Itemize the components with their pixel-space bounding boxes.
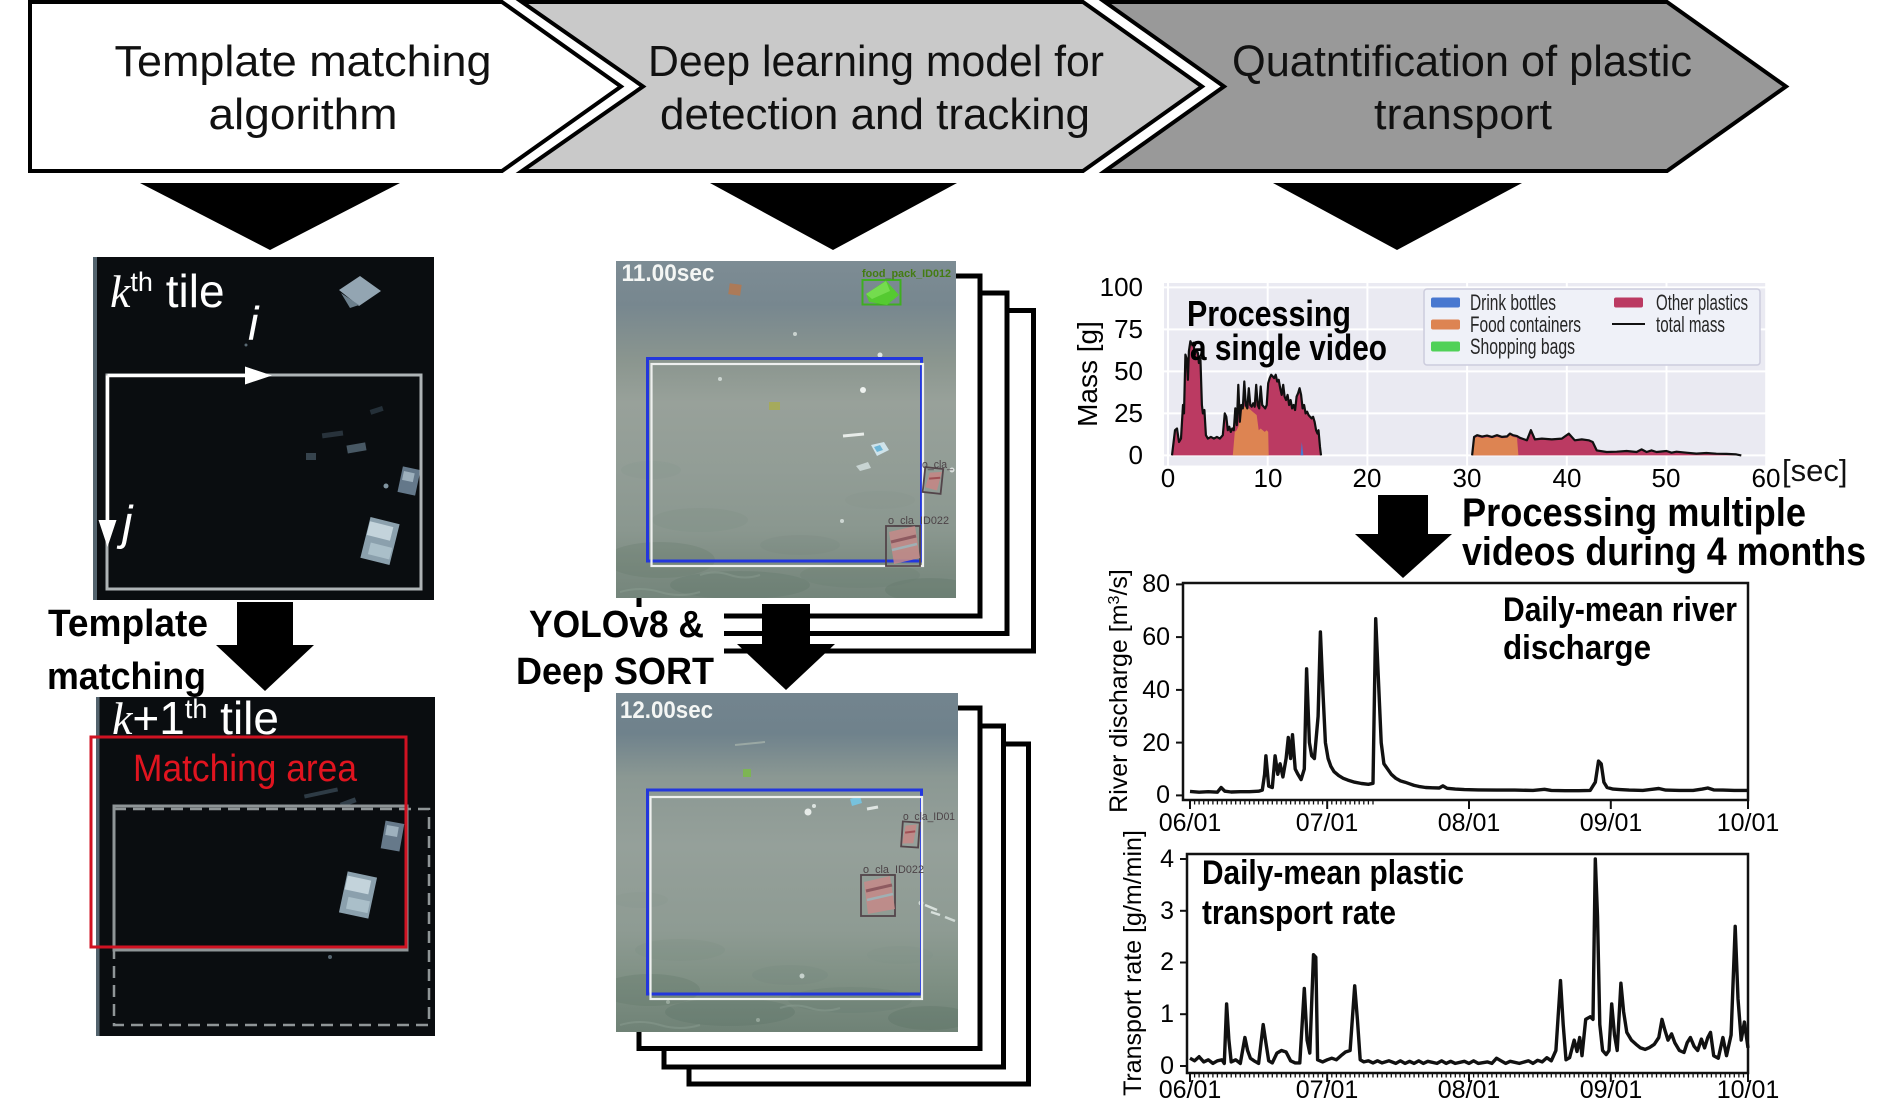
svg-text:10/01: 10/01: [1717, 1076, 1780, 1104]
svg-text:Other plastics: Other plastics: [1656, 290, 1748, 315]
svg-text:08/01: 08/01: [1438, 1076, 1501, 1104]
svg-text:total mass: total mass: [1656, 312, 1725, 337]
svg-text:food_pack_ID012: food_pack_ID012: [862, 268, 951, 280]
svg-text:Deep learning model for: Deep learning model for: [648, 37, 1104, 86]
svg-text:25: 25: [1114, 398, 1143, 428]
svg-text:0: 0: [1129, 440, 1143, 470]
svg-text:50: 50: [1114, 356, 1143, 386]
svg-text:40: 40: [1553, 463, 1582, 493]
svg-text:Template: Template: [48, 603, 208, 645]
svg-text:3: 3: [1160, 897, 1174, 925]
svg-text:Processing multiple: Processing multiple: [1462, 491, 1806, 535]
svg-text:Deep SORT: Deep SORT: [516, 651, 714, 693]
svg-text:o_cla_ID022: o_cla_ID022: [863, 864, 924, 876]
svg-text:40: 40: [1142, 676, 1170, 704]
svg-text:Daily-mean river: Daily-mean river: [1503, 591, 1737, 629]
svg-text:transport: transport: [1374, 90, 1552, 139]
svg-text:Shopping bags: Shopping bags: [1470, 334, 1575, 359]
svg-text:o_cla_ID022: o_cla_ID022: [888, 515, 949, 527]
svg-text:09/01: 09/01: [1580, 1076, 1643, 1104]
svg-text:10: 10: [1254, 463, 1283, 493]
svg-text:0: 0: [1161, 463, 1175, 493]
svg-text:06/01: 06/01: [1159, 1076, 1222, 1104]
svg-text:YOLOv8 &: YOLOv8 &: [529, 604, 704, 646]
svg-text:Quatntification of plastic: Quatntification of plastic: [1232, 37, 1692, 86]
svg-text:Mass [g]: Mass [g]: [1072, 321, 1103, 427]
svg-text:12.00sec: 12.00sec: [620, 697, 713, 724]
svg-text:06/01: 06/01: [1159, 809, 1222, 837]
svg-text:k+1th tile: k+1th tile: [112, 692, 279, 744]
svg-text:1: 1: [1160, 1000, 1174, 1028]
svg-text:50: 50: [1652, 463, 1681, 493]
svg-text:a single video: a single video: [1190, 327, 1387, 368]
svg-text:discharge: discharge: [1503, 629, 1651, 667]
svg-text:algorithm: algorithm: [209, 90, 398, 139]
svg-text:0: 0: [1156, 781, 1170, 809]
svg-text:River discharge [m3/s]: River discharge [m3/s]: [1105, 569, 1133, 813]
svg-text:60: 60: [1752, 463, 1781, 493]
svg-text:i: i: [248, 297, 260, 350]
svg-text:2: 2: [1160, 948, 1174, 976]
svg-text:75: 75: [1114, 314, 1143, 344]
svg-text:07/01: 07/01: [1296, 809, 1359, 837]
svg-text:60: 60: [1142, 623, 1170, 651]
svg-text:30: 30: [1453, 463, 1482, 493]
svg-text:10/01: 10/01: [1717, 809, 1780, 837]
svg-text:Transport rate [g/m/min]: Transport rate [g/m/min]: [1119, 830, 1147, 1096]
svg-text:100: 100: [1100, 272, 1143, 302]
svg-text:[sec]: [sec]: [1782, 453, 1847, 488]
svg-text:matching: matching: [47, 656, 206, 698]
svg-text:Processing: Processing: [1187, 293, 1351, 334]
svg-text:0: 0: [1160, 1052, 1174, 1080]
svg-text:Food containers: Food containers: [1470, 312, 1581, 337]
svg-text:kth tile: kth tile: [110, 265, 225, 317]
svg-text:09/01: 09/01: [1580, 809, 1643, 837]
svg-text:07/01: 07/01: [1296, 1076, 1359, 1104]
svg-text:Template matching: Template matching: [115, 37, 492, 86]
svg-text:11.00sec: 11.00sec: [622, 260, 715, 287]
svg-text:o_cla_ID01: o_cla_ID01: [903, 811, 955, 823]
svg-text:videos during 4 months: videos during 4 months: [1462, 530, 1866, 574]
svg-text:80: 80: [1142, 570, 1170, 598]
svg-text:08/01: 08/01: [1438, 809, 1501, 837]
svg-text:transport rate: transport rate: [1202, 894, 1396, 932]
svg-text:20: 20: [1142, 729, 1170, 757]
svg-text:Daily-mean plastic: Daily-mean plastic: [1202, 854, 1464, 892]
svg-text:o_cla_: o_cla_: [922, 459, 954, 471]
svg-text:Matching area: Matching area: [133, 748, 358, 790]
svg-text:detection and tracking: detection and tracking: [660, 90, 1090, 139]
svg-text:20: 20: [1353, 463, 1382, 493]
svg-text:4: 4: [1160, 845, 1174, 873]
svg-text:Drink bottles: Drink bottles: [1470, 290, 1556, 315]
